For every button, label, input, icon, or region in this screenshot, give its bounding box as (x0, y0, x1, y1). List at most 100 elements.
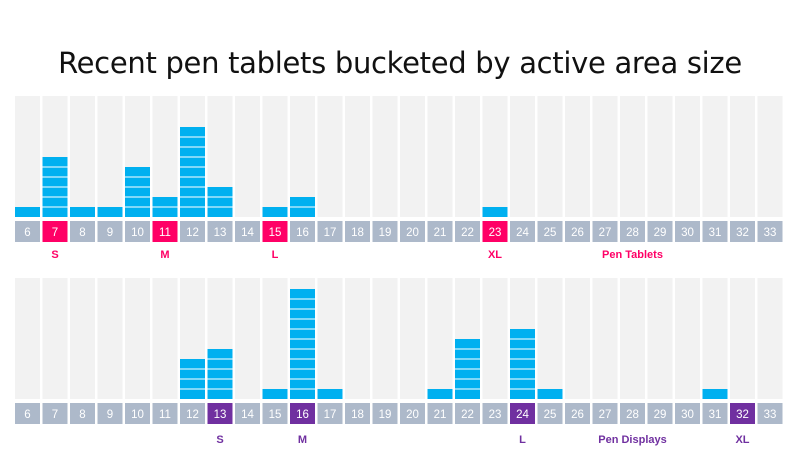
series-label: Pen Displays (598, 434, 666, 446)
bar (537, 389, 563, 399)
tick-box (15, 403, 40, 424)
column-background (152, 96, 178, 217)
bar (482, 207, 508, 217)
x-tick-label: 26 (571, 409, 584, 421)
column-background (565, 278, 590, 399)
tick-box (97, 221, 123, 242)
column-background (702, 96, 728, 217)
x-tick-label: 9 (107, 227, 113, 239)
bar (125, 167, 150, 217)
x-tick-label: 14 (241, 409, 254, 421)
x-tick-label: 24 (516, 409, 529, 421)
x-tick-label: 18 (351, 409, 364, 421)
column-background (427, 96, 453, 217)
tick-box (592, 403, 618, 424)
tick-box (42, 403, 68, 424)
column-background (537, 278, 563, 399)
tick-box (152, 403, 178, 424)
tick-box (565, 403, 590, 424)
column-background (345, 278, 370, 399)
x-tick-label: 23 (489, 409, 502, 421)
column-background (510, 96, 535, 217)
bar (262, 389, 288, 399)
x-tick-label: 25 (544, 409, 557, 421)
bar (317, 389, 343, 399)
tick-box (180, 221, 205, 242)
column-background (620, 96, 645, 217)
bar (70, 207, 95, 217)
column-background (482, 96, 508, 217)
x-tick-label: 33 (764, 227, 777, 239)
column-background (372, 278, 398, 399)
tick-box (647, 403, 673, 424)
size-label-s: S (51, 249, 58, 261)
column-background (730, 278, 755, 399)
tick-box (180, 403, 205, 424)
x-tick-label: 24 (516, 227, 529, 239)
tick-box (427, 221, 453, 242)
tick-box (482, 403, 508, 424)
x-tick-label: 31 (709, 409, 722, 421)
tick-box (290, 221, 315, 242)
x-tick-label: 30 (681, 409, 694, 421)
size-label-l: L (519, 434, 526, 446)
tick-box (455, 221, 480, 242)
x-tick-label: 30 (681, 227, 694, 239)
x-tick-label: 17 (324, 409, 337, 421)
x-tick-label: 8 (79, 409, 85, 421)
bar (262, 207, 288, 217)
tick-box (455, 403, 480, 424)
x-tick-label: 33 (764, 409, 777, 421)
chart-title: Recent pen tablets bucketed by active ar… (58, 46, 742, 80)
tick-box (70, 221, 95, 242)
tick-box (125, 403, 150, 424)
tick-box (702, 221, 728, 242)
chart-panel-1: 6 7 8 9 10 11 12 13 14 15 16 17 18 19 20 21 22 23 24 25 26 27… (15, 96, 783, 261)
x-tick-label: 6 (24, 409, 30, 421)
x-tick-label: 13 (214, 409, 227, 421)
x-tick-label: 28 (626, 409, 639, 421)
column-background (262, 278, 288, 399)
column-background (730, 96, 755, 217)
tick-box (592, 221, 618, 242)
x-tick-label: 29 (654, 409, 667, 421)
tick-box (400, 403, 425, 424)
column-background (482, 278, 508, 399)
tick-box (235, 221, 260, 242)
tick-box (510, 221, 535, 242)
column-background (455, 96, 480, 217)
column-background (152, 278, 178, 399)
x-tick-label: 16 (296, 227, 309, 239)
tick-box (97, 403, 123, 424)
bar (97, 207, 123, 217)
chart-panel-2: 6 7 8 9 10 11 12 13 14 15 16 17 18 19 20 21 22 23 24 25 26 27… (15, 278, 783, 446)
bar (290, 289, 315, 399)
bar (15, 207, 40, 217)
tick-box (675, 221, 700, 242)
column-background (647, 278, 673, 399)
tick-box-highlight (510, 403, 535, 424)
bar (180, 127, 205, 217)
column-background (235, 96, 260, 217)
x-tick-label: 21 (434, 227, 447, 239)
column-background (757, 96, 783, 217)
column-background (70, 96, 95, 217)
column-background (647, 96, 673, 217)
size-label-m: M (160, 249, 169, 261)
x-tick-label: 19 (379, 227, 392, 239)
x-tick-label: 11 (159, 227, 171, 239)
tick-box (372, 221, 398, 242)
column-background (400, 96, 425, 217)
tick-box (757, 403, 783, 424)
x-tick-label: 15 (269, 227, 282, 239)
tick-box (372, 403, 398, 424)
x-tick-label: 7 (52, 227, 58, 239)
x-tick-label: 12 (186, 227, 199, 239)
column-background (592, 96, 618, 217)
column-background (317, 96, 343, 217)
tick-box (317, 221, 343, 242)
x-tick-label: 32 (736, 409, 749, 421)
column-background (620, 278, 645, 399)
x-tick-label: 32 (736, 227, 749, 239)
